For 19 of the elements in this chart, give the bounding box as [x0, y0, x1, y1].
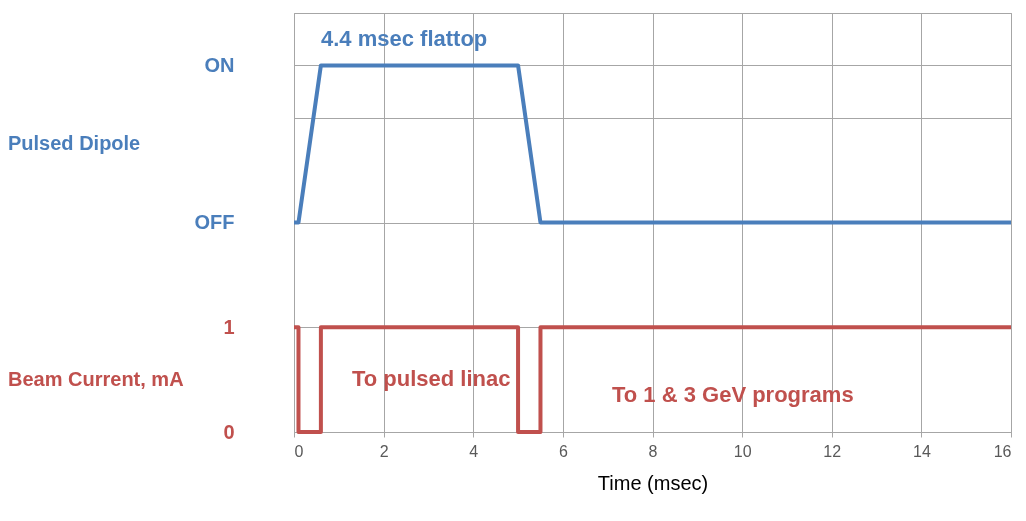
annotation: 4.4 msec flattop: [321, 26, 488, 51]
x-tick-label: 14: [912, 442, 931, 460]
annotation: To 1 & 3 GeV programs: [612, 382, 854, 407]
x-tick-label: 8: [648, 442, 658, 460]
x-tick-label: 0: [294, 442, 304, 460]
x-tick-label: 6: [558, 442, 568, 460]
x-tick-label: 4: [469, 442, 479, 460]
text: Pulsed Dipole: [8, 131, 141, 154]
text: Beam Current, mA: [8, 367, 184, 390]
x-axis-title: Time (msec): [597, 471, 709, 494]
y-tick-label: OFF: [194, 211, 235, 233]
y-tick-label: 1: [223, 315, 235, 338]
x-tick-label: 10: [733, 442, 752, 460]
y-tick-label: 0: [223, 420, 235, 443]
x-tick-label: 12: [823, 442, 842, 460]
x-tick-label: 16: [993, 442, 1012, 460]
x-tick-label: 2: [379, 442, 389, 460]
y-tick-label: ON: [204, 53, 235, 76]
annotation: To pulsed linac: [352, 366, 511, 391]
